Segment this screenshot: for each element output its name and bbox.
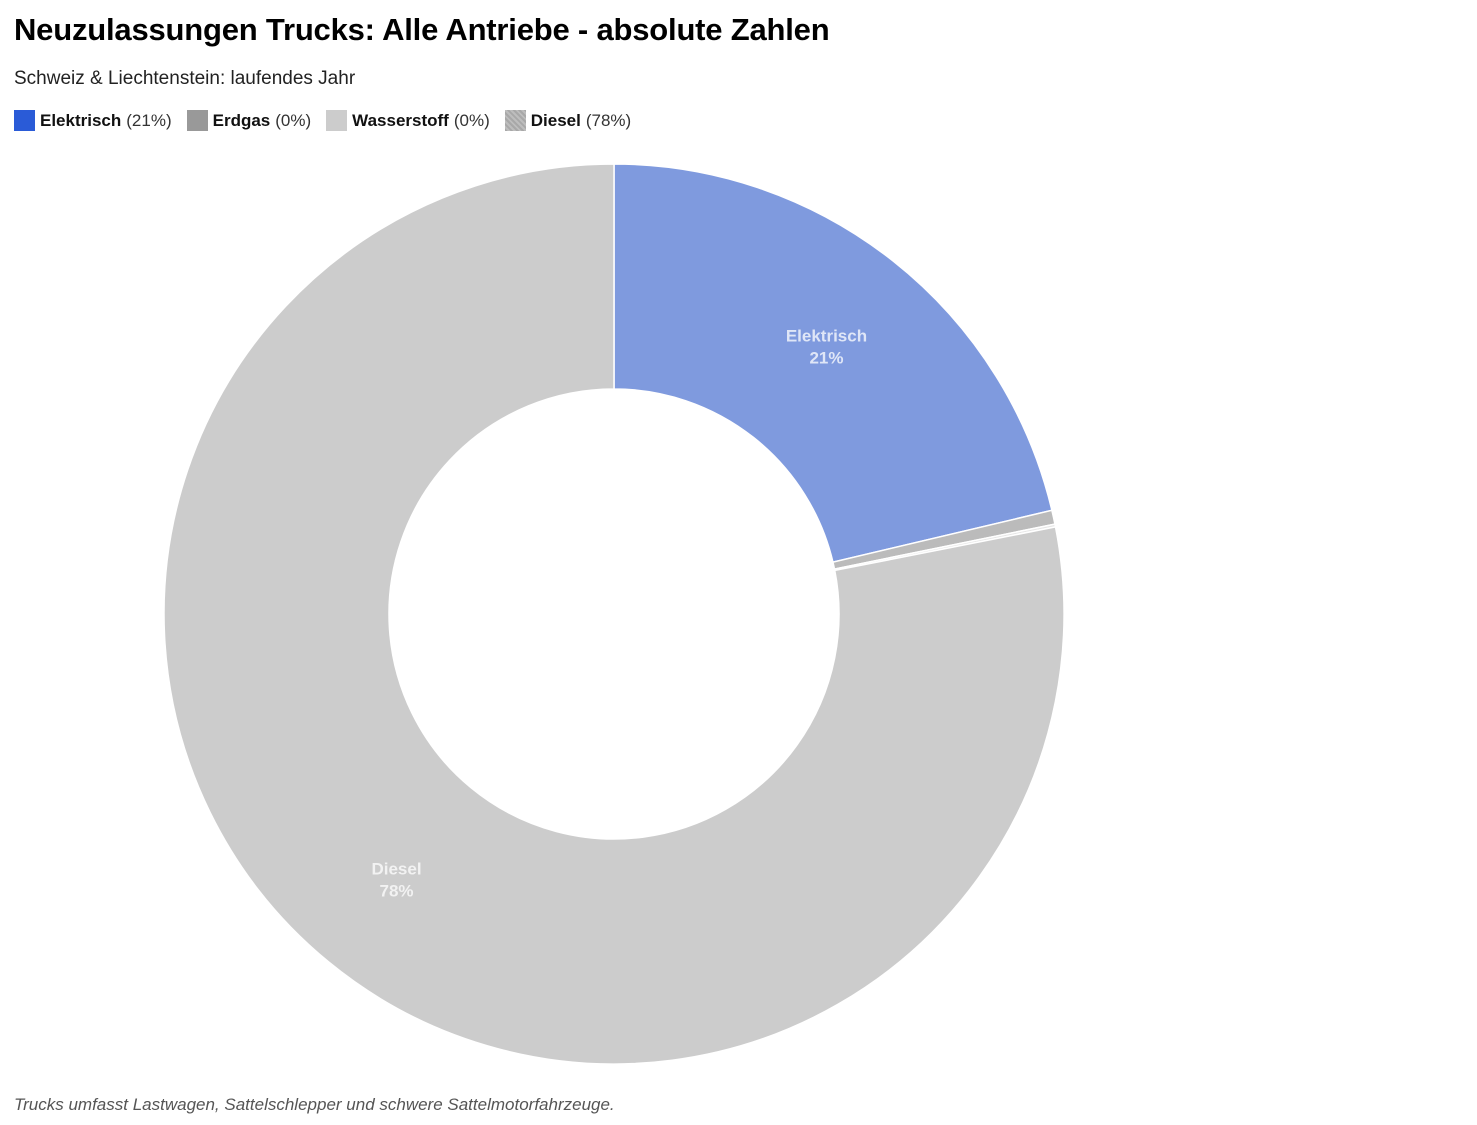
- legend-label: Elektrisch: [40, 110, 122, 130]
- legend-percent: (0%): [453, 110, 490, 130]
- chart-legend: Elektrisch (21%) Erdgas (0%) Wasserstoff…: [14, 110, 646, 131]
- legend-percent: (0%): [275, 110, 312, 130]
- slice-value-diesel: 78%: [379, 882, 413, 901]
- legend-item-elektrisch[interactable]: Elektrisch (21%): [14, 110, 172, 131]
- legend-item-wasserstoff[interactable]: Wasserstoff (0%): [326, 110, 490, 131]
- slice-label-elektrisch: Elektrisch: [786, 326, 867, 345]
- chart-footnote: Trucks umfasst Lastwagen, Sattelschleppe…: [14, 1095, 615, 1114]
- legend-swatch-diesel: [504, 110, 526, 131]
- legend-swatch-elektrisch: [14, 110, 35, 131]
- legend-swatch-erdgas: [186, 110, 208, 131]
- legend-label: Wasserstoff: [352, 110, 449, 130]
- legend-percent: (78%): [585, 110, 632, 130]
- legend-percent: (21%): [126, 110, 172, 130]
- slice-diesel[interactable]: [163, 163, 1065, 1065]
- slice-label-diesel: Diesel: [371, 860, 421, 879]
- legend-swatch-wasserstoff: [326, 110, 348, 131]
- legend-label: Erdgas: [212, 110, 271, 130]
- chart-title: Neuzulassungen Trucks: Alle Antriebe - a…: [14, 12, 830, 47]
- slice-value-elektrisch: 21%: [809, 348, 843, 367]
- legend-item-erdgas[interactable]: Erdgas (0%): [186, 110, 312, 131]
- legend-label: Diesel: [530, 110, 581, 130]
- legend-item-diesel[interactable]: Diesel (78%): [504, 110, 632, 131]
- slice-elektrisch[interactable]: [613, 163, 1053, 564]
- chart-subtitle: Schweiz & Liechtenstein: laufendes Jahr: [14, 68, 356, 89]
